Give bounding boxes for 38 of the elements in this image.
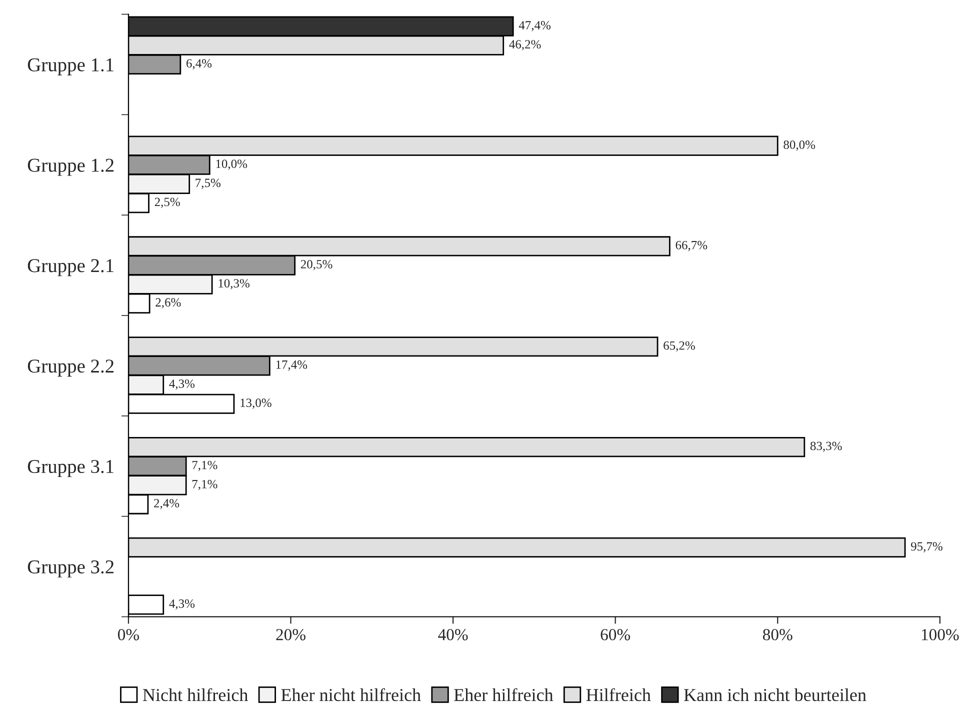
legend-label: Eher hilfreich <box>454 688 554 702</box>
data-label: 4,3% <box>169 379 195 390</box>
y-tick-label: Gruppe 2.1 <box>28 259 114 276</box>
data-label: 2,6% <box>156 298 181 308</box>
y-tick-label: Gruppe 3.2 <box>28 560 114 578</box>
y-tick-label: Gruppe 1.2 <box>28 158 114 176</box>
data-label: 65,2% <box>664 341 695 352</box>
data-label: 13,0% <box>240 398 272 409</box>
data-label: 2,5% <box>154 198 180 208</box>
data-label: 7,1% <box>192 480 218 490</box>
data-label: 95,7% <box>910 542 942 552</box>
data-label: 83,3% <box>810 442 842 452</box>
legend-label: Kann ich nicht beurteilen <box>684 688 866 702</box>
y-tick-label: Gruppe 1.1 <box>28 58 114 76</box>
x-tick-label: 20% <box>276 629 306 640</box>
x-tick-label: 80% <box>762 629 792 640</box>
data-label: 17,4% <box>276 360 308 371</box>
x-tick-label: 60% <box>600 629 630 640</box>
data-label: 6,4% <box>186 59 212 70</box>
data-label: 20,5% <box>300 260 332 270</box>
data-label: 10,0% <box>216 160 248 170</box>
x-tick-label: 0% <box>118 629 140 640</box>
x-tick-label: 40% <box>438 629 468 640</box>
legend-label: Hilfreich <box>586 688 651 702</box>
data-label: 66,7% <box>676 240 708 252</box>
data-label: 4,3% <box>169 599 195 610</box>
data-label: 10,3% <box>218 279 250 290</box>
data-label: 7,5% <box>196 178 221 189</box>
legend-label: Nicht hilfreich <box>142 688 248 702</box>
legend-label: Eher nicht hilfreich <box>281 688 421 702</box>
data-label: 2,4% <box>154 498 180 510</box>
y-tick-label: Gruppe 2.2 <box>28 360 114 377</box>
y-tick-label: Gruppe 3.1 <box>28 460 114 478</box>
data-label: 80,0% <box>784 140 816 151</box>
data-label: 47,4% <box>518 21 551 32</box>
data-label: 7,1% <box>192 460 218 472</box>
x-tick-label: 100% <box>922 629 959 640</box>
data-label: 46,2% <box>509 40 541 50</box>
